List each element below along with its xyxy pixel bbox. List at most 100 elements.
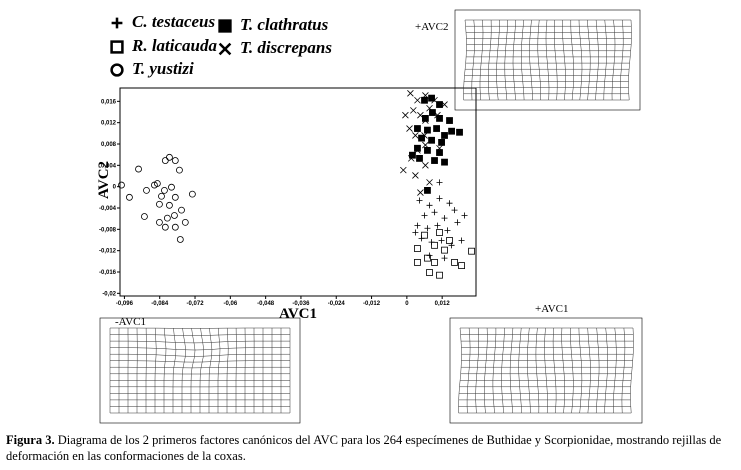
point — [456, 128, 463, 136]
x-axis-title: AVC1 — [279, 306, 317, 322]
point — [171, 212, 178, 219]
legend-item: T. clathratus — [218, 15, 329, 34]
legend-key — [111, 17, 123, 29]
point — [417, 111, 424, 119]
y-tick-label: -0,02 — [102, 291, 116, 297]
x-tick-label: -0,036 — [292, 301, 310, 307]
chart: AVC1 AVC2 -0,096 -0,084 -0,072 -0,06 -0,048 -… — [96, 9, 643, 424]
point — [414, 125, 421, 132]
point — [161, 186, 168, 194]
grid-label: +AVC1 — [535, 303, 569, 315]
point — [431, 241, 438, 249]
point — [454, 219, 461, 226]
legend-key — [110, 63, 124, 77]
point — [118, 181, 125, 189]
caption-text: Diagrama de los 2 primeros factores canó… — [6, 433, 722, 463]
point — [414, 96, 421, 104]
point — [407, 90, 414, 97]
point — [161, 157, 169, 164]
point — [406, 125, 413, 132]
point — [402, 111, 409, 119]
point — [422, 162, 429, 169]
point — [178, 206, 185, 214]
deformation-grid — [463, 19, 632, 101]
point — [436, 195, 443, 202]
point — [426, 179, 433, 186]
point — [436, 179, 443, 186]
plot-frame — [119, 87, 477, 297]
point — [444, 227, 451, 234]
point — [436, 271, 443, 279]
point — [422, 117, 429, 124]
point — [446, 237, 453, 244]
point — [424, 186, 431, 194]
deformation-grid — [458, 327, 634, 414]
point — [436, 115, 443, 122]
point — [188, 190, 196, 198]
point — [431, 258, 438, 266]
x-tick-label: -0,012 — [363, 301, 381, 307]
legend-label: T. discrepans — [240, 38, 332, 57]
point — [424, 126, 431, 134]
point — [428, 136, 435, 144]
legend-item: C. testaceus — [111, 12, 215, 31]
point — [126, 193, 133, 201]
point — [422, 141, 429, 149]
x-tick-label: -0,096 — [116, 301, 134, 307]
point — [441, 158, 448, 166]
point — [421, 115, 429, 122]
y-tick-label: 0,004 — [101, 163, 117, 169]
point — [166, 201, 173, 209]
point — [421, 96, 428, 104]
point — [421, 231, 428, 239]
point — [438, 138, 445, 146]
point — [417, 189, 424, 196]
point — [431, 96, 438, 104]
point — [446, 200, 453, 207]
point — [422, 92, 429, 99]
x-tick-label: -0,024 — [328, 301, 346, 307]
point — [151, 181, 158, 189]
point — [414, 258, 421, 266]
point — [176, 166, 183, 174]
point — [412, 229, 419, 236]
y-axis-title: AVC2 — [96, 161, 112, 199]
point — [434, 111, 441, 119]
point — [448, 127, 455, 135]
legend-label: T. clathratus — [240, 15, 329, 34]
grid-label: +AVC2 — [415, 21, 449, 33]
y-tick-label: 0,012 — [101, 121, 117, 127]
point — [426, 202, 433, 209]
point — [436, 149, 443, 156]
point — [421, 212, 428, 219]
point — [156, 218, 163, 226]
x-tick-label: -0,06 — [223, 301, 237, 307]
legend-key — [218, 42, 232, 56]
legend-label: T. yustizi — [132, 59, 194, 78]
legend-item: T. yustizi — [110, 59, 194, 78]
x-tick-label: -0,072 — [187, 301, 205, 307]
point — [451, 207, 458, 214]
point — [409, 151, 416, 159]
point — [429, 109, 436, 116]
legend-item: R. laticauda — [110, 36, 218, 55]
point — [135, 165, 142, 173]
point — [441, 215, 448, 222]
x-tick-label: 0 — [405, 301, 409, 307]
point — [400, 166, 407, 174]
point — [441, 255, 448, 262]
point — [426, 269, 433, 276]
point — [436, 229, 443, 236]
point — [438, 237, 445, 244]
point — [434, 222, 441, 229]
y-tick-label: -0,016 — [99, 270, 117, 276]
point — [421, 132, 428, 139]
point — [156, 200, 163, 208]
y-tick-label: -0,004 — [99, 206, 117, 212]
point — [181, 218, 189, 226]
point — [451, 258, 458, 266]
point — [407, 155, 415, 162]
point — [441, 246, 448, 254]
point — [461, 212, 468, 219]
